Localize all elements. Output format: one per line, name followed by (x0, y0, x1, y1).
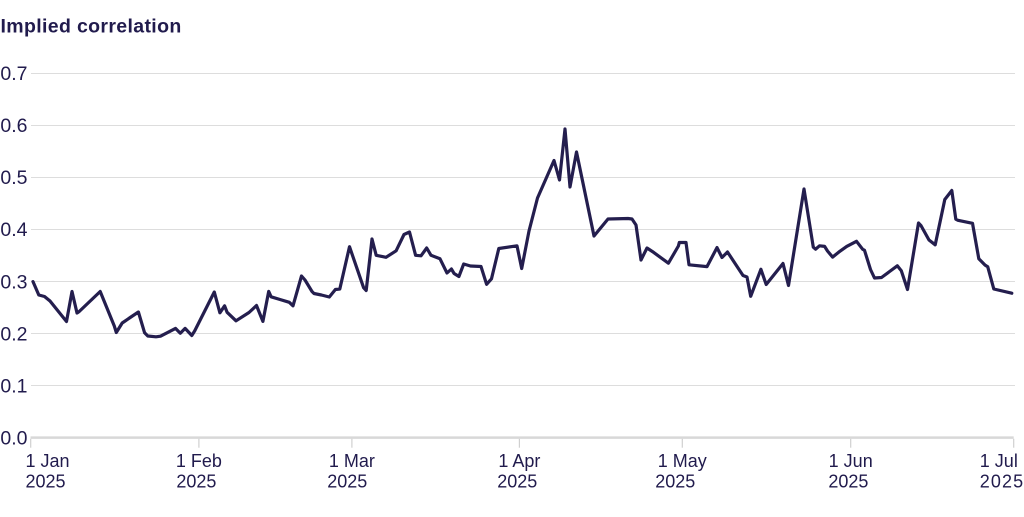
svg-text:1 Apr: 1 Apr (498, 451, 540, 471)
svg-text:0.2: 0.2 (0, 323, 27, 345)
svg-text:1 Jun: 1 Jun (829, 451, 873, 471)
svg-text:1 Feb: 1 Feb (176, 451, 222, 471)
svg-text:0.3: 0.3 (0, 271, 27, 293)
svg-text:1 May: 1 May (658, 451, 707, 471)
svg-text:0.5: 0.5 (0, 167, 27, 189)
svg-text:1 Jan: 1 Jan (26, 451, 70, 471)
svg-text:Implied correlation: Implied correlation (1, 16, 182, 38)
svg-text:0.4: 0.4 (0, 219, 27, 241)
svg-text:0.0: 0.0 (0, 428, 27, 450)
svg-text:0.1: 0.1 (0, 375, 27, 397)
svg-text:2025: 2025 (327, 471, 367, 491)
svg-text:1 Jul: 1 Jul (980, 451, 1018, 471)
svg-text:2025: 2025 (655, 471, 695, 491)
svg-text:1 Mar: 1 Mar (329, 451, 375, 471)
svg-text:2025: 2025 (980, 471, 1024, 491)
svg-text:0.7: 0.7 (0, 63, 27, 85)
svg-text:2025: 2025 (497, 471, 537, 491)
svg-text:2025: 2025 (828, 471, 868, 491)
svg-text:0.6: 0.6 (0, 115, 27, 137)
svg-text:2025: 2025 (26, 471, 66, 491)
svg-text:2025: 2025 (176, 471, 216, 491)
